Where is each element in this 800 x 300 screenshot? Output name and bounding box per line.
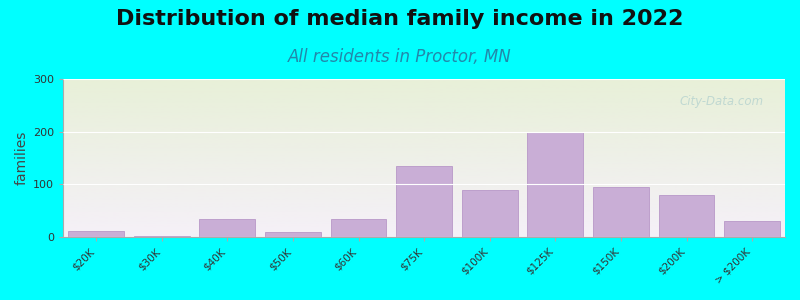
- Text: City-Data.com: City-Data.com: [679, 95, 763, 108]
- Bar: [658, 195, 714, 237]
- Bar: [199, 219, 255, 237]
- Bar: [265, 232, 321, 237]
- Text: Distribution of median family income in 2022: Distribution of median family income in …: [116, 9, 684, 29]
- Bar: [724, 221, 780, 237]
- Bar: [134, 236, 190, 237]
- Bar: [68, 231, 124, 237]
- Bar: [396, 166, 452, 237]
- Y-axis label: families: families: [15, 131, 29, 185]
- Bar: [527, 132, 583, 237]
- Bar: [462, 190, 518, 237]
- Text: All residents in Proctor, MN: All residents in Proctor, MN: [288, 48, 512, 66]
- Bar: [330, 219, 386, 237]
- Bar: [593, 187, 649, 237]
